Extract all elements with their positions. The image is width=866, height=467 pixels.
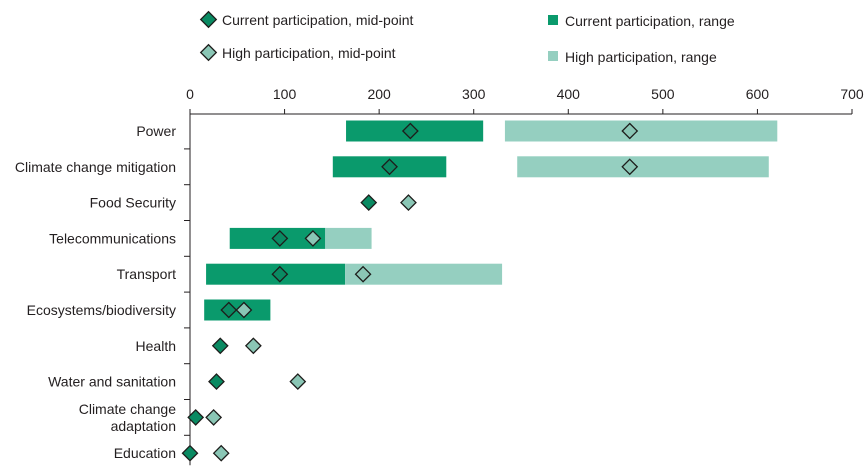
legend-marker-high-mid (199, 43, 218, 62)
midpoint-marker (354, 265, 372, 283)
midpoint-marker (621, 158, 639, 176)
legend: Current participation, mid-point High pa… (199, 10, 735, 65)
midpoint-marker (205, 408, 223, 426)
midpoint-marker (401, 122, 419, 140)
range-bar (504, 120, 778, 142)
legend-label-high-range: High participation, range (565, 49, 717, 65)
x-tick-label: 700 (840, 86, 864, 102)
category-label: Transport (117, 266, 177, 282)
category-label: Telecommunications (49, 230, 176, 246)
midpoint-marker (187, 408, 205, 426)
midpoint-markers (181, 122, 639, 462)
legend-item-high-mid: High participation, mid-point (199, 43, 396, 62)
midpoint-marker (400, 194, 417, 212)
midpoint-marker (271, 229, 289, 247)
midpoint-marker (381, 158, 398, 176)
x-tick-label: 500 (651, 86, 675, 102)
category-label: Climate change (79, 401, 176, 417)
legend-swatch-high-range (548, 51, 558, 61)
midpoint-marker (181, 444, 199, 462)
category-label: Power (136, 123, 176, 139)
range-bar (517, 156, 769, 178)
legend-item-high-range: High participation, range (548, 49, 717, 65)
x-tick-label: 400 (557, 86, 581, 102)
category-label: Water and sanitation (48, 374, 176, 390)
x-tick-label: 100 (273, 86, 297, 102)
midpoint-marker (360, 194, 378, 212)
y-axis: Power Climate change mitigation Food Secur… (15, 114, 191, 466)
category-label: Education (114, 445, 176, 461)
x-tick-label: 200 (367, 86, 391, 102)
legend-label-current-mid: Current participation, mid-point (222, 12, 414, 28)
range-bars (204, 120, 778, 321)
legend-label-current-range: Current participation, range (565, 13, 735, 29)
x-axis: 0 100 200 300 400 500 600 700 (186, 86, 864, 115)
category-label: Climate change mitigation (15, 159, 176, 175)
midpoint-marker (304, 229, 322, 247)
category-label: adaptation (111, 418, 176, 434)
range-bar (345, 263, 503, 285)
category-label: Ecosystems/biodiversity (27, 302, 176, 318)
x-tick-label: 300 (462, 86, 486, 102)
x-tick-label: 0 (186, 86, 194, 102)
x-tick-label: 600 (746, 86, 770, 102)
midpoint-marker (211, 337, 229, 355)
legend-swatch-current-range (548, 15, 558, 25)
midpoint-marker (235, 301, 253, 319)
midpoint-marker (271, 265, 289, 283)
midpoint-marker (289, 373, 307, 391)
midpoint-marker (244, 337, 262, 355)
legend-item-current-mid: Current participation, mid-point (199, 10, 414, 29)
legend-label-high-mid: High participation, mid-point (222, 45, 396, 61)
midpoint-marker (212, 444, 230, 462)
midpoint-marker (621, 122, 639, 140)
legend-item-current-range: Current participation, range (548, 13, 735, 29)
category-label: Food Security (90, 195, 176, 211)
category-label: Health (136, 338, 176, 354)
midpoint-marker (208, 373, 225, 391)
legend-marker-current-mid (199, 10, 218, 29)
range-bar (325, 227, 372, 249)
midpoint-marker (220, 301, 238, 319)
